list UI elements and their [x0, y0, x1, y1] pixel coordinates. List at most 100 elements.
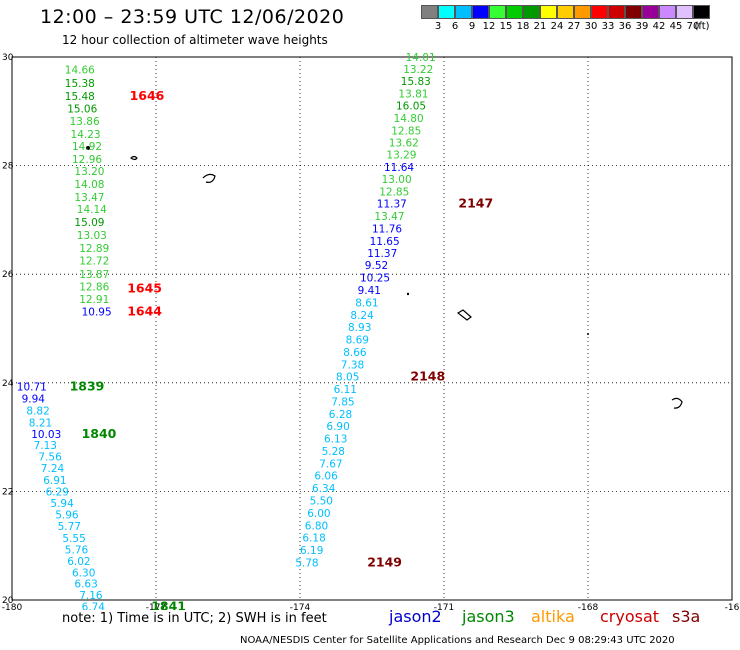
scale-label: 3 — [434, 21, 442, 32]
lat-tick-label: 24 — [2, 379, 14, 389]
legend-s3a: s3a — [672, 607, 701, 626]
wave-height-label: 8.82 — [26, 405, 49, 417]
island-shape — [671, 397, 683, 409]
scale-label: 33 — [601, 21, 615, 32]
lat-tick-label: 28 — [2, 162, 14, 172]
wave-height-label: 14.92 — [72, 141, 102, 153]
lon-tick-label: -168 — [578, 603, 599, 610]
pass-time-label: 1644 — [127, 304, 162, 319]
scale-label: 21 — [533, 21, 547, 32]
wave-height-label: 8.05 — [336, 371, 359, 383]
scale-label: 24 — [550, 21, 564, 32]
wave-height-label: 5.76 — [65, 545, 89, 557]
wave-height-label: 8.21 — [29, 417, 52, 429]
scale-label: 18 — [516, 21, 530, 32]
island-shape — [130, 155, 138, 161]
lat-tick-label: 22 — [2, 487, 13, 497]
island-dot — [406, 292, 410, 296]
wave-height-label: 6.34 — [312, 483, 336, 495]
wave-height-label: 12.86 — [79, 282, 109, 294]
pass-time-label: 1645 — [127, 280, 162, 295]
wave-height-label: 6.63 — [74, 579, 97, 591]
wave-height-label: 10.71 — [17, 382, 47, 394]
wave-height-label: 5.96 — [55, 510, 79, 522]
wave-height-label: 7.56 — [38, 452, 62, 464]
wave-height-label: 13.86 — [70, 116, 100, 128]
scale-label: 30 — [584, 21, 598, 32]
color-scale-labels: 3 6 9 12 15 18 21 24 27 30 33 36 39 42 45 70 (ft) — [421, 21, 740, 35]
wave-height-label: 6.90 — [326, 421, 349, 433]
wave-height-label: 7.24 — [41, 463, 65, 475]
island-dot — [587, 333, 589, 335]
lat-tick-label: 30 — [2, 53, 14, 63]
wave-height-label: 5.28 — [322, 446, 345, 458]
wave-height-label: 12.89 — [79, 243, 109, 255]
scale-label: 6 — [451, 21, 459, 32]
scale-swatch — [608, 5, 625, 19]
wave-height-label: 7.16 — [79, 590, 103, 602]
wave-height-label: 12.91 — [79, 294, 109, 306]
scale-swatch — [591, 5, 608, 19]
wave-height-label: 9.94 — [22, 394, 46, 406]
wave-height-label: 15.48 — [65, 91, 95, 103]
wave-height-label: 13.87 — [79, 269, 109, 281]
wave-height-label: 5.77 — [58, 521, 81, 533]
scale-swatch — [557, 5, 574, 19]
scale-label: 45 — [669, 21, 683, 32]
map-frame — [11, 56, 733, 601]
wave-height-label: 13.03 — [77, 230, 107, 242]
wave-height-label: 15.38 — [65, 78, 95, 90]
scale-swatch — [472, 5, 489, 19]
wave-height-label: 13.20 — [74, 166, 104, 178]
credit-line: NOAA/NESDIS Center for Satellite Applica… — [240, 635, 675, 646]
wave-height-label: 14.23 — [71, 129, 101, 141]
wave-height-label: 6.74 — [82, 602, 106, 610]
scale-swatch — [455, 5, 472, 19]
wave-height-label: 5.94 — [50, 498, 74, 510]
wave-height-color-scale — [421, 5, 710, 19]
wave-height-label: 7.67 — [319, 459, 342, 471]
scale-label: (ft) — [694, 21, 710, 32]
lat-tick-label: 20 — [2, 596, 14, 606]
scale-label: 9 — [468, 21, 476, 32]
wave-height-label: 12.96 — [72, 154, 102, 166]
legend-jason3: jason3 — [462, 607, 515, 626]
pass-time-label: 2149 — [367, 555, 402, 570]
lon-tick-label: -16 — [725, 603, 740, 610]
wave-height-label: 15.06 — [67, 104, 97, 116]
wave-height-label: 7.13 — [34, 440, 57, 452]
islands — [86, 146, 683, 409]
island-dot — [86, 146, 90, 150]
lat-tick-label: 26 — [2, 270, 14, 280]
lon-tick-label: -174 — [290, 603, 311, 610]
wave-height-label: 5.78 — [295, 558, 318, 570]
wave-height-label: 8.61 — [355, 297, 378, 309]
scale-swatch — [540, 5, 557, 19]
scale-label: 12 — [482, 21, 496, 32]
scale-swatch — [659, 5, 676, 19]
wave-height-label: 6.13 — [324, 434, 347, 446]
island-shape — [456, 309, 472, 321]
scale-swatch — [676, 5, 693, 19]
wave-height-label: 13.62 — [389, 137, 419, 149]
wave-height-label: 14.08 — [74, 179, 104, 191]
wave-height-label: 6.30 — [72, 567, 95, 579]
wave-height-labels: 14.66 15.3815.4815.0613.8614.2314.9212.96… — [17, 52, 436, 610]
wave-height-label: 12.72 — [79, 256, 109, 268]
wave-height-label: 16.05 — [396, 100, 426, 112]
wave-height-label: 5.50 — [310, 496, 333, 508]
wave-height-label: 12.85 — [391, 125, 421, 137]
wave-height-label: 10.03 — [31, 429, 61, 441]
wave-height-label: 8.66 — [343, 347, 367, 359]
wave-height-map: -180 -177 -174 -171 -168 -16 30 28 26 24 22 20 14.6… — [2, 52, 740, 610]
pass-time-label: 1841 — [151, 599, 186, 610]
wave-height-label: 11.37 — [377, 199, 407, 211]
wave-height-label: 10.25 — [360, 272, 390, 284]
map-subtitle: 12 hour collection of altimeter wave hei… — [62, 33, 328, 47]
wave-height-label: 14.66 — [65, 64, 95, 76]
footer-note: note: 1) Time is in UTC; 2) SWH is in fe… — [62, 611, 327, 626]
scale-swatch — [693, 5, 710, 19]
wave-height-label: 10.95 — [82, 307, 112, 319]
wave-height-label: 13.22 — [403, 64, 433, 76]
wave-height-label: 14.80 — [394, 113, 424, 125]
